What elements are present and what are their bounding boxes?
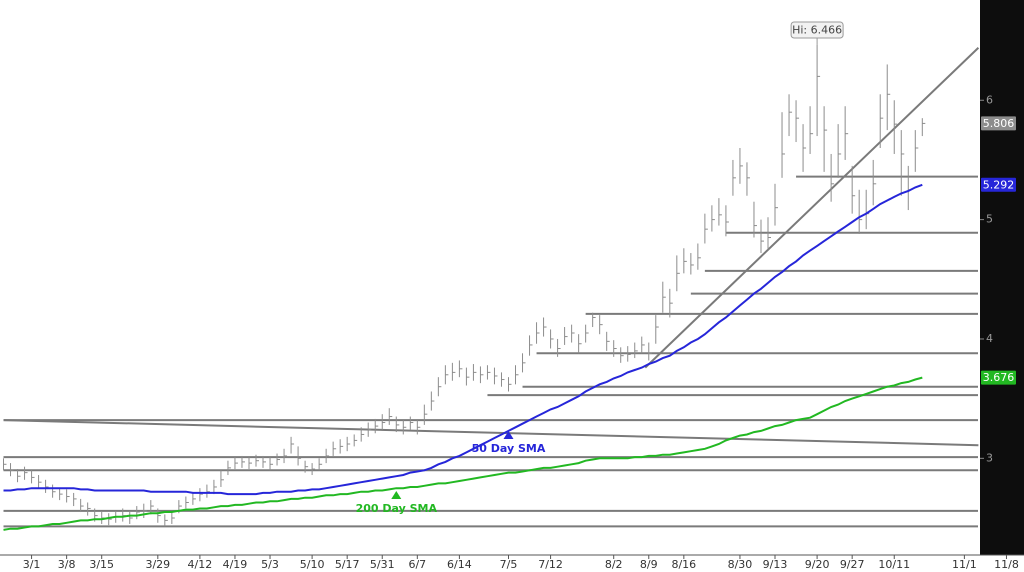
x-tick-label: 4/12	[188, 558, 213, 571]
x-tick-label: 9/20	[805, 558, 830, 571]
x-tick-label: 8/16	[671, 558, 696, 571]
x-tick-label: 7/12	[538, 558, 563, 571]
price-box	[981, 370, 1016, 385]
x-tick-label: 8/30	[728, 558, 753, 571]
x-tick-label: 8/2	[605, 558, 623, 571]
x-tick-label: 5/17	[335, 558, 360, 571]
y-tick-label: 6	[986, 93, 993, 106]
x-tick-label: 5/3	[261, 558, 279, 571]
x-tick-label: 11/8	[994, 558, 1019, 571]
trendline	[3, 419, 979, 447]
x-tick-label: 11/1	[952, 558, 977, 571]
sma-marker	[391, 491, 402, 499]
trendline	[644, 47, 980, 369]
price-box-label: 5.292	[983, 178, 1015, 191]
x-tick-label: 8/9	[640, 558, 658, 571]
sma-marker	[503, 431, 514, 439]
high-box	[790, 21, 844, 39]
price-box	[981, 116, 1016, 131]
sma-label: 200 Day SMA	[356, 502, 438, 515]
x-tick-label: 3/8	[58, 558, 76, 571]
sma-line	[3, 376, 923, 531]
x-tick-label: 5/31	[370, 558, 395, 571]
x-tick-label: 3/15	[89, 558, 114, 571]
x-tick-label: 10/11	[878, 558, 910, 571]
x-tick-label: 5/10	[300, 558, 325, 571]
x-tick-label: 3/29	[145, 558, 170, 571]
x-tick-label: 3/1	[23, 558, 41, 571]
y-tick-label: 5	[986, 213, 993, 226]
x-tick-label: 7/5	[500, 558, 518, 571]
price-box-label: 3.676	[983, 371, 1015, 384]
x-tick-label: 6/7	[408, 558, 426, 571]
sma-line	[3, 183, 923, 496]
y-tick-label: 4	[986, 332, 993, 345]
sma-label: 50 Day SMA	[472, 442, 546, 455]
x-tick-label: 9/13	[763, 558, 788, 571]
y-tick-label: 3	[986, 451, 993, 464]
price-box	[981, 177, 1016, 192]
price-axis-panel	[980, 0, 1024, 555]
high-label: Hi: 6.466	[792, 24, 842, 37]
price-box-label: 5.806	[983, 117, 1015, 130]
x-tick-label: 6/14	[447, 558, 472, 571]
x-tick-label: 9/27	[840, 558, 865, 571]
x-tick-label: 4/19	[223, 558, 248, 571]
